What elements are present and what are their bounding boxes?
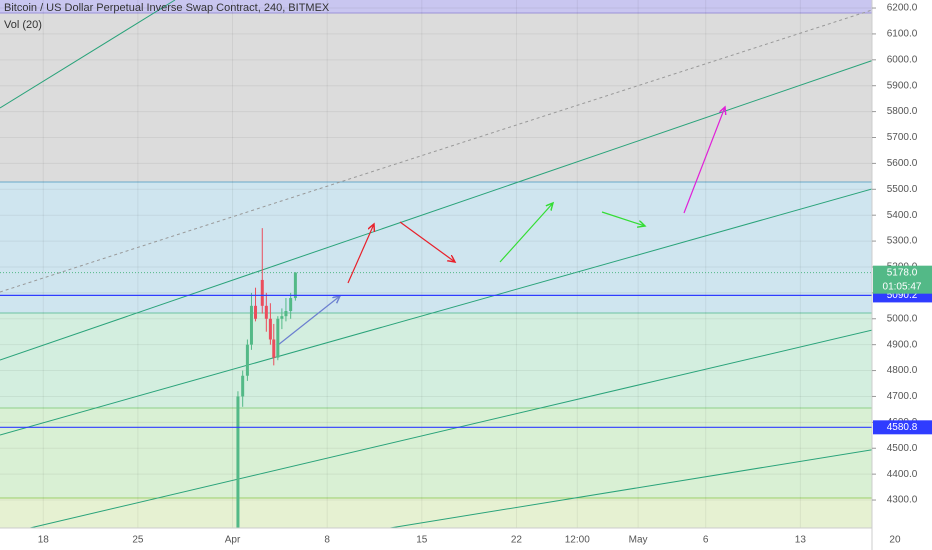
candle-body (276, 318, 280, 358)
indicator-label: Vol (20) (4, 19, 42, 31)
candle-body (268, 318, 272, 340)
y-tick-label: 4400.0 (887, 469, 918, 480)
price-badge-label: 4580.8 (887, 422, 918, 433)
x-tick-label: 13 (795, 535, 807, 546)
price-badge-label: 5090.2 (887, 290, 918, 301)
arrow (601, 211, 645, 226)
y-tick-label: 5000.0 (887, 313, 918, 324)
x-tick-label: 15 (416, 535, 428, 546)
price-badge (873, 420, 932, 435)
symbol-title: Bitcoin / US Dollar Perpetual Inverse Sw… (4, 2, 330, 14)
last-price-badge (873, 265, 932, 294)
trend-line (0, 39, 932, 361)
zone (0, 313, 872, 408)
y-tick-label: 5700.0 (887, 132, 918, 143)
x-tick-label: 22 (511, 535, 523, 546)
trend-line (389, 439, 932, 529)
fib-zones (0, 0, 872, 528)
y-tick-label: 4800.0 (887, 365, 918, 376)
x-tick-label: 8 (324, 535, 330, 546)
candle-body (249, 305, 253, 345)
zone (0, 0, 872, 13)
x-tick-label: 12:00 (565, 535, 590, 546)
arrow (277, 296, 340, 346)
y-tick-label: 6000.0 (887, 54, 918, 65)
countdown: 01:05:47 (883, 281, 922, 292)
y-tick-label: 4900.0 (887, 339, 918, 350)
drawings (0, 0, 932, 529)
y-tick-label: 4500.0 (887, 443, 918, 454)
x-tick-label: 18 (38, 535, 50, 546)
trend-line (0, 0, 176, 109)
candle-body (293, 272, 297, 299)
x-tick-label: 25 (132, 535, 144, 546)
zone (0, 408, 872, 498)
y-tick-label: 4700.0 (887, 391, 918, 402)
zone (0, 498, 872, 528)
time-axis (0, 528, 872, 550)
trend-line (0, 9, 873, 293)
y-tick-label: 6200.0 (887, 3, 918, 14)
y-tick-label: 5400.0 (887, 210, 918, 221)
y-tick-label: 5900.0 (887, 80, 918, 91)
y-tick-label: 6100.0 (887, 29, 918, 40)
x-tick-label: 20 (889, 535, 901, 546)
candle-body (284, 310, 288, 317)
y-tick-label: 5300.0 (887, 236, 918, 247)
x-tick-label: May (629, 535, 648, 546)
candle-body (245, 344, 249, 376)
y-tick-label: 4300.0 (887, 495, 918, 506)
arrow (499, 203, 553, 263)
candle-body (272, 339, 276, 358)
x-tick-label: Apr (225, 535, 241, 546)
candle-body (236, 396, 240, 539)
arrow (683, 107, 725, 214)
candles (0, 228, 872, 542)
candle-body (264, 305, 268, 319)
x-tick-label: 6 (703, 535, 709, 546)
y-tick-label: 5600.0 (887, 158, 918, 169)
candle-body (280, 316, 284, 319)
arrow (347, 224, 374, 284)
axes: 4300.04400.04500.04600.04700.04800.04900… (38, 3, 932, 546)
last-price-label: 5178.0 (887, 267, 918, 278)
arrow (399, 221, 455, 262)
candle-body (289, 298, 293, 311)
candle-body (254, 305, 258, 319)
y-tick-label: 5800.0 (887, 106, 918, 117)
trend-line (0, 171, 932, 436)
candle-body (241, 375, 245, 397)
grid (0, 0, 896, 528)
y-tick-label: 5500.0 (887, 184, 918, 195)
candle-body (260, 279, 264, 306)
trend-line (29, 315, 932, 529)
zone (0, 13, 872, 182)
